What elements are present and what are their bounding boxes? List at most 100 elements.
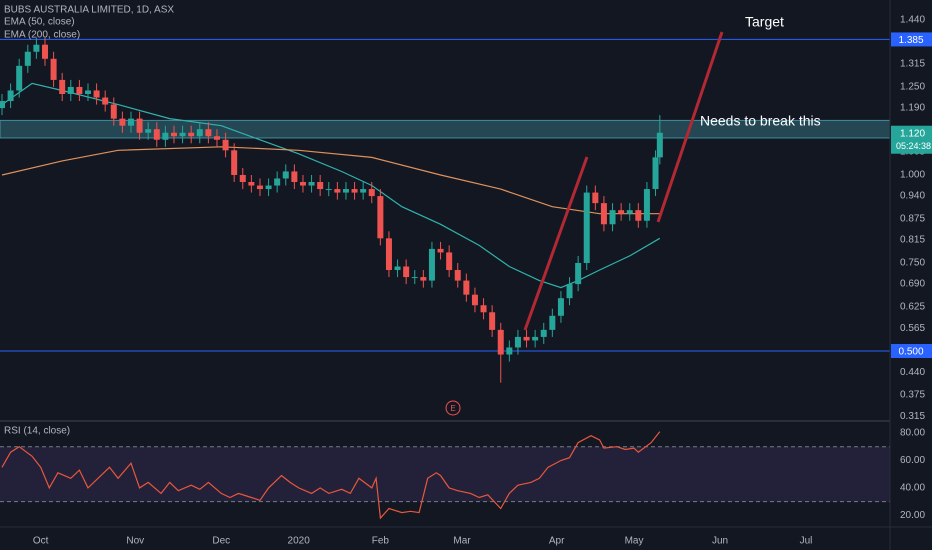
candle-body [420, 277, 427, 281]
y-tick-label: 0.690 [900, 279, 925, 290]
candle-body [153, 129, 160, 140]
candle-body [626, 210, 633, 214]
candle-body [446, 252, 453, 271]
earnings-label: E [450, 404, 455, 413]
earnings-icon[interactable] [445, 400, 461, 416]
candle-body [454, 270, 461, 281]
countdown-label: 05:24:38 [896, 141, 931, 151]
candle-body [188, 132, 195, 137]
candle-body [403, 266, 410, 278]
y-tick-label: 0.375 [900, 390, 925, 401]
price-label-box [891, 32, 932, 47]
candle-body [618, 210, 625, 214]
candle-body [656, 132, 663, 158]
rsi-line [1, 431, 661, 520]
candle-body [239, 174, 246, 183]
x-tick-label: Dec [212, 536, 230, 547]
candle-body [317, 182, 324, 190]
candle-body [385, 238, 392, 271]
price-label-box [891, 343, 932, 358]
x-tick-label: May [625, 536, 644, 547]
candle-body [248, 182, 255, 186]
candle-body [291, 171, 298, 183]
candle-body [394, 266, 401, 271]
candle-body [33, 44, 40, 52]
candle-body [7, 90, 14, 102]
candle-body [609, 210, 616, 225]
candle-body [540, 329, 547, 337]
candle-body [437, 248, 444, 253]
chart-title: BUBS AUSTRALIA LIMITED, 1D, ASX [4, 5, 174, 16]
rsi-tick-label: 20.00 [900, 510, 925, 521]
candle-body [0, 101, 5, 109]
y-tick-label: 0.875 [900, 214, 925, 225]
candle-body [41, 44, 48, 59]
candle-body [136, 118, 143, 133]
y-tick-label: 1.315 [900, 59, 925, 70]
price-label: 1.385 [898, 35, 923, 46]
x-tick-label: 2020 [288, 536, 311, 547]
candle-body [592, 192, 599, 204]
candle-body [514, 336, 521, 348]
candle-body [231, 150, 238, 175]
candle-body [222, 139, 229, 151]
candle-body [428, 248, 435, 281]
trend-line [523, 156, 589, 331]
candle-body [360, 189, 367, 193]
y-tick-label: 1.440 [900, 15, 925, 26]
last-price-box [891, 125, 932, 154]
candle-body [24, 51, 31, 66]
candle-body [299, 182, 306, 186]
annotation: Needs to break this [700, 113, 821, 129]
candle-body [463, 280, 470, 295]
candle-body [635, 210, 642, 221]
y-tick-label: 0.815 [900, 235, 925, 246]
candle-body [351, 189, 358, 193]
candle-body [532, 336, 539, 341]
candle-body [205, 129, 212, 137]
candle-body [411, 277, 418, 279]
axis-layer: 1.3850.5001.4401.3151.2501.1901.0651.000… [33, 15, 932, 547]
candle-body [119, 118, 126, 126]
candle-body [308, 182, 315, 186]
candle-body [557, 298, 564, 316]
candle-body [110, 104, 117, 119]
candle-body [652, 157, 659, 190]
y-tick-label: 1.190 [900, 103, 925, 114]
trend-line [656, 31, 724, 223]
candle-body [334, 189, 341, 193]
rsi-tick-label: 40.00 [900, 483, 925, 494]
candle-body [325, 189, 332, 191]
candle-body [480, 305, 487, 313]
candle-body [549, 315, 556, 330]
background-layer [0, 38, 891, 503]
candle-body [50, 58, 57, 80]
x-tick-label: Apr [549, 536, 565, 547]
x-tick-label: Feb [372, 536, 390, 547]
annotation: Target [745, 14, 784, 30]
candle-body [282, 171, 289, 179]
candle-body [497, 329, 504, 355]
candle-body [583, 192, 590, 263]
candle-body [342, 189, 349, 193]
y-tick-label: 0.750 [900, 258, 925, 269]
y-tick-label: 0.315 [900, 411, 925, 422]
candle-body [600, 203, 607, 225]
rsi-title: RSI (14, close) [4, 426, 70, 437]
x-tick-label: Jun [712, 536, 728, 547]
candle-body [256, 185, 263, 190]
y-tick-label: 0.625 [900, 302, 925, 313]
candle-body [162, 132, 169, 140]
candle-body [506, 347, 513, 355]
y-tick-label: 1.000 [900, 170, 925, 181]
candle-body [274, 178, 281, 186]
y-tick-label: 0.940 [900, 191, 925, 202]
candle-body [196, 129, 203, 137]
rsi-tick-label: 80.00 [900, 428, 925, 439]
legend-entry: EMA (200, close) [4, 30, 80, 41]
candle-body [67, 86, 74, 94]
candle-body [145, 129, 152, 133]
candle-body [489, 312, 496, 330]
candle-body [368, 189, 375, 197]
legend-entry: EMA (50, close) [4, 17, 75, 28]
